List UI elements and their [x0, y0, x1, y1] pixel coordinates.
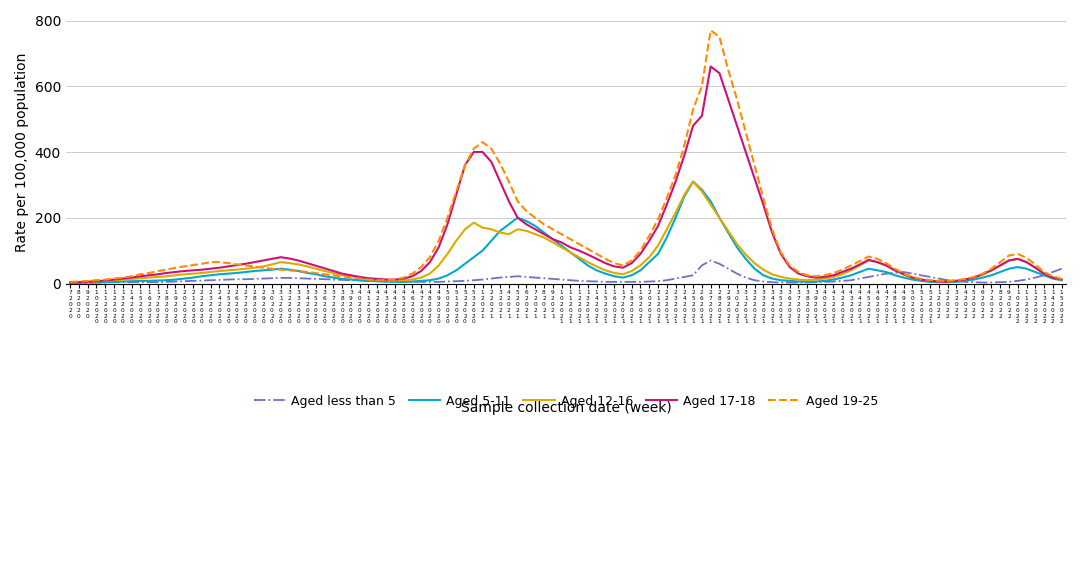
- Aged 12-16: [713, 214, 726, 221]
- Aged 5-11: [1055, 277, 1068, 284]
- Aged 17-18: [713, 69, 726, 76]
- Aged less than 5: [450, 278, 463, 285]
- Line: Aged less than 5: Aged less than 5: [70, 260, 1062, 283]
- Aged 5-11: [345, 276, 358, 283]
- Aged 5-11: [336, 275, 349, 282]
- Aged 19-25: [1055, 275, 1068, 282]
- Aged 5-11: [177, 275, 190, 282]
- Aged less than 5: [713, 260, 726, 268]
- Aged less than 5: [336, 276, 349, 283]
- Line: Aged 19-25: Aged 19-25: [70, 31, 1062, 282]
- Aged 17-18: [450, 191, 463, 198]
- Aged 17-18: [704, 63, 717, 70]
- Aged 17-18: [1055, 276, 1068, 283]
- Aged 19-25: [177, 263, 190, 270]
- Aged 19-25: [827, 269, 840, 276]
- Aged 12-16: [686, 178, 699, 185]
- Aged 12-16: [336, 272, 349, 279]
- Aged less than 5: [704, 257, 717, 264]
- Line: Aged 17-18: Aged 17-18: [70, 66, 1062, 282]
- Aged less than 5: [64, 279, 77, 286]
- Line: Aged 5-11: Aged 5-11: [70, 182, 1062, 283]
- Aged 12-16: [827, 273, 840, 280]
- X-axis label: Sample collection date (week): Sample collection date (week): [461, 401, 671, 415]
- Aged 12-16: [64, 279, 77, 286]
- Aged 19-25: [713, 34, 726, 41]
- Aged 5-11: [827, 276, 840, 283]
- Aged 5-11: [64, 279, 77, 286]
- Aged less than 5: [827, 278, 840, 285]
- Aged 17-18: [177, 268, 190, 275]
- Legend: Aged less than 5, Aged 5-11, Aged 12-16, Aged 17-18, Aged 19-25: Aged less than 5, Aged 5-11, Aged 12-16,…: [249, 390, 883, 413]
- Line: Aged 12-16: Aged 12-16: [70, 182, 1062, 282]
- Aged less than 5: [1055, 265, 1068, 272]
- Aged 19-25: [345, 274, 358, 281]
- Aged 5-11: [450, 267, 463, 274]
- Aged 12-16: [345, 273, 358, 280]
- Aged 19-25: [704, 27, 717, 34]
- Aged 12-16: [1055, 276, 1068, 283]
- Aged less than 5: [177, 278, 190, 285]
- Aged less than 5: [345, 277, 358, 284]
- Aged 17-18: [336, 270, 349, 277]
- Y-axis label: Rate per 100,000 population: Rate per 100,000 population: [15, 52, 29, 252]
- Aged 19-25: [336, 273, 349, 280]
- Aged 5-11: [686, 178, 699, 185]
- Aged 12-16: [450, 237, 463, 244]
- Aged 12-16: [177, 270, 190, 278]
- Aged 19-25: [64, 278, 77, 285]
- Aged 17-18: [345, 272, 358, 279]
- Aged 17-18: [64, 279, 77, 286]
- Aged 17-18: [827, 272, 840, 279]
- Aged 5-11: [713, 214, 726, 221]
- Aged 19-25: [450, 188, 463, 195]
